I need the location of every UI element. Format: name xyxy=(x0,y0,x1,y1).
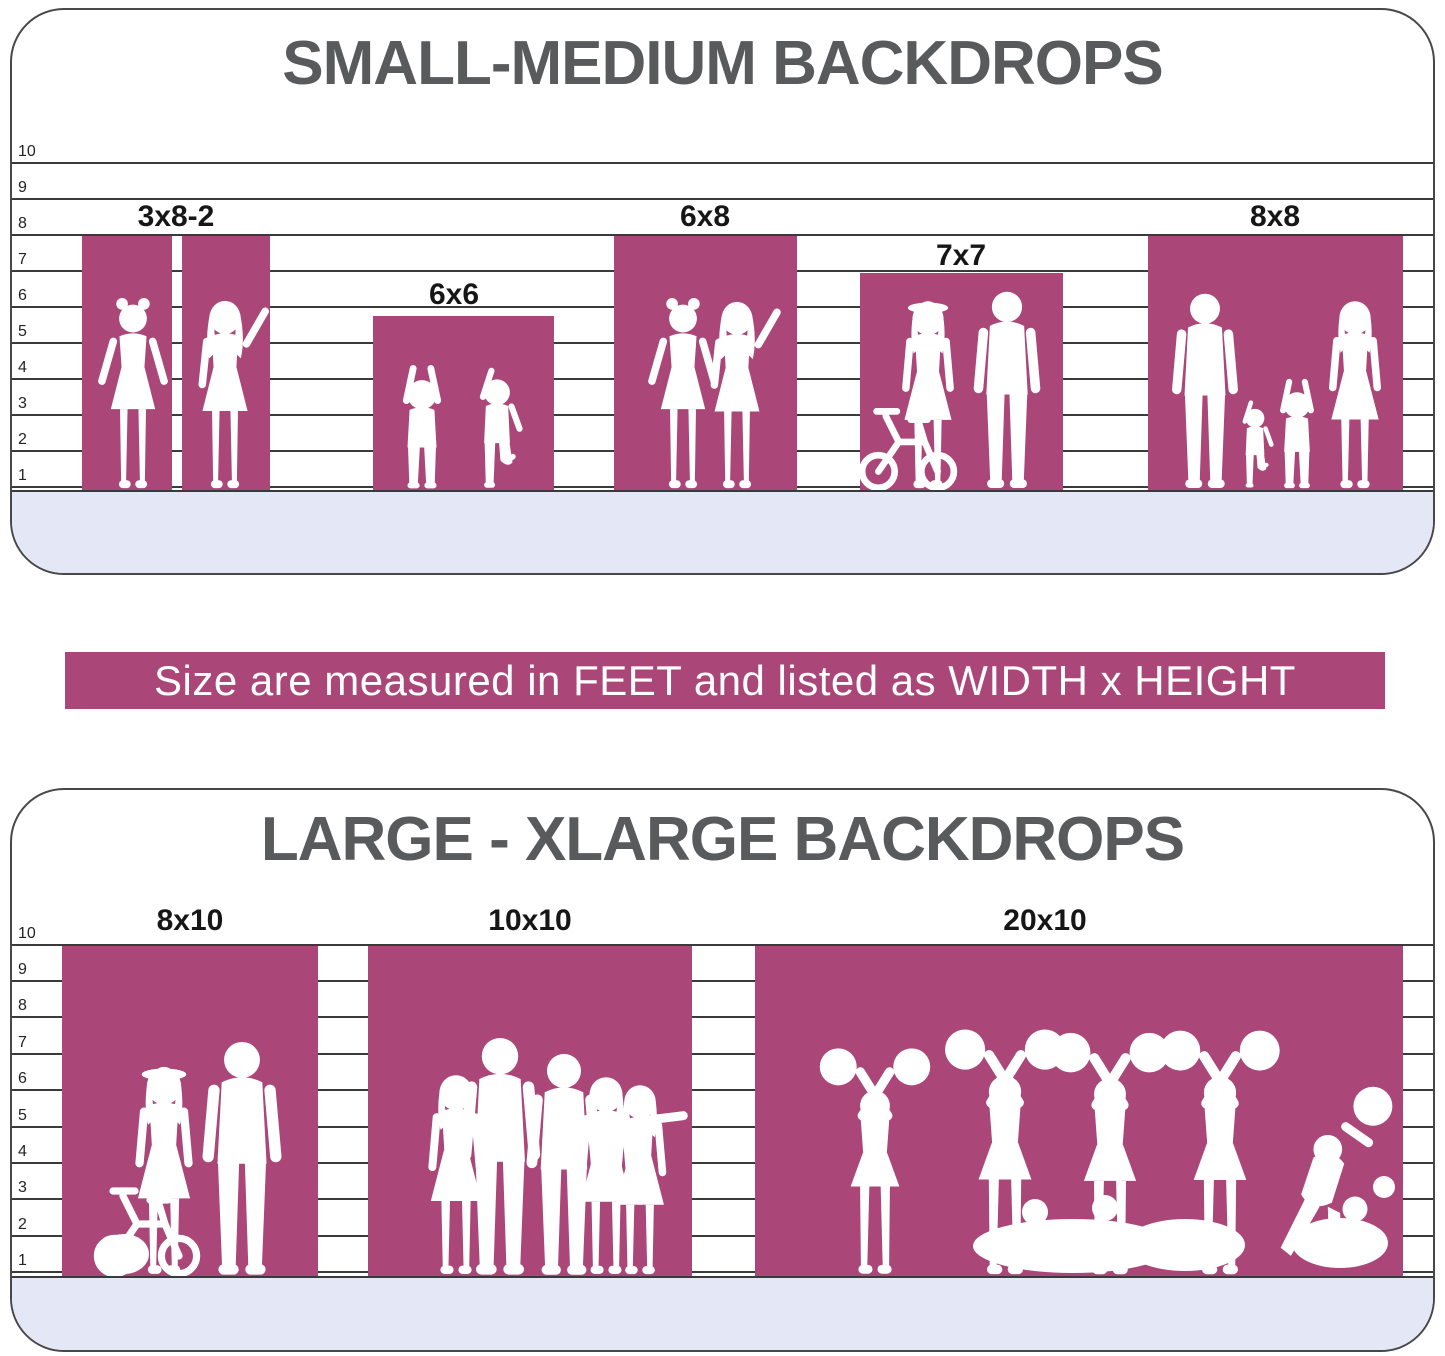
ruler-tick: 5 xyxy=(18,322,27,340)
small-medium-panel: 10 9 8 7 6 5 4 3 2 1 3x8-2 6x6 6x8 xyxy=(10,8,1435,575)
group-of-five-silhouette xyxy=(428,1037,688,1275)
backdrop-3x8-2-panel-2 xyxy=(182,236,270,490)
gridline xyxy=(12,1198,1433,1201)
gridline xyxy=(12,1052,1433,1055)
gridline xyxy=(12,943,1433,946)
backdrop-3x8-2-panel-1 xyxy=(82,236,172,490)
backdrop-6x6 xyxy=(373,316,554,490)
ruler-tick: 4 xyxy=(18,1142,27,1160)
two-girls-silhouette xyxy=(647,298,783,489)
gridline xyxy=(12,979,1433,982)
large-xlarge-panel: 10 9 8 7 6 5 4 3 2 1 8x10 10x10 xyxy=(10,788,1435,1352)
ruler-tick: 9 xyxy=(18,178,27,196)
ruler-tick: 8 xyxy=(18,997,27,1015)
backdrop-size-label: 8x8 xyxy=(1249,200,1301,233)
backdrop-size-label: 10x10 xyxy=(488,904,572,937)
ruler-tick: 10 xyxy=(18,924,36,942)
gridline xyxy=(12,1271,1433,1274)
feet-ruler: 10 9 8 7 6 5 4 3 2 1 xyxy=(12,790,1433,1350)
backdrop-20x10 xyxy=(755,946,1403,1276)
backdrop-size-label: 20x10 xyxy=(1003,904,1087,937)
family-of-four-silhouette xyxy=(1171,293,1382,489)
cheerleader-squad-silhouette xyxy=(819,1029,1395,1275)
panel-title: LARGE - XLARGE BACKDROPS xyxy=(260,805,1185,874)
backdrop-6x8 xyxy=(614,236,797,490)
studio-floor xyxy=(12,1276,1433,1350)
ruler-tick: 1 xyxy=(18,1252,27,1270)
ruler-tick: 8 xyxy=(18,214,27,232)
ruler-tick: 10 xyxy=(18,142,36,160)
ruler-tick: 7 xyxy=(18,250,27,268)
woman-bike-man-silhouette xyxy=(860,291,1041,490)
gridline xyxy=(12,1234,1433,1237)
studio-floor xyxy=(12,490,1433,573)
backdrop-8x8 xyxy=(1148,236,1403,490)
ruler-tick: 3 xyxy=(18,1179,27,1197)
girl-silhouette xyxy=(198,300,270,489)
ruler-tick: 1 xyxy=(18,466,27,484)
backdrop-size-label: 8x10 xyxy=(156,904,224,937)
gridline xyxy=(12,1089,1433,1092)
ruler-tick: 7 xyxy=(18,1033,27,1051)
ruler-tick: 4 xyxy=(18,358,27,376)
ruler-tick: 6 xyxy=(18,1070,27,1088)
ruler-tick: 6 xyxy=(18,286,27,304)
ruler-tick: 9 xyxy=(18,960,27,978)
gridline xyxy=(12,197,1433,200)
gridline xyxy=(12,1125,1433,1128)
backdrop-10x10 xyxy=(368,946,692,1276)
backdrop-size-label: 6x6 xyxy=(428,278,480,311)
gridline xyxy=(12,233,1433,236)
ruler-tick: 2 xyxy=(18,430,27,448)
backdrop-size-label: 3x8-2 xyxy=(137,200,215,233)
panel-title: SMALL-MEDIUM BACKDROPS xyxy=(282,29,1163,98)
gridline xyxy=(12,161,1433,164)
backdrop-size-label: 6x8 xyxy=(679,200,731,233)
size-note-banner: Size are measured in FEET and listed as … xyxy=(65,652,1385,709)
gridline xyxy=(12,1161,1433,1164)
backdrop-7x7 xyxy=(860,273,1063,490)
ruler-tick: 2 xyxy=(18,1215,27,1233)
ruler-tick: 5 xyxy=(18,1106,27,1124)
two-toddlers-silhouette xyxy=(402,364,524,489)
size-note-text: Size are measured in FEET and listed as … xyxy=(154,656,1296,704)
girl-silhouette xyxy=(97,298,169,489)
ruler-tick: 3 xyxy=(18,394,27,412)
backdrop-size-label: 7x7 xyxy=(935,239,987,272)
gridline xyxy=(12,1016,1433,1019)
backdrop-8x10 xyxy=(62,946,318,1276)
couple-with-bike-silhouette xyxy=(62,1041,282,1276)
